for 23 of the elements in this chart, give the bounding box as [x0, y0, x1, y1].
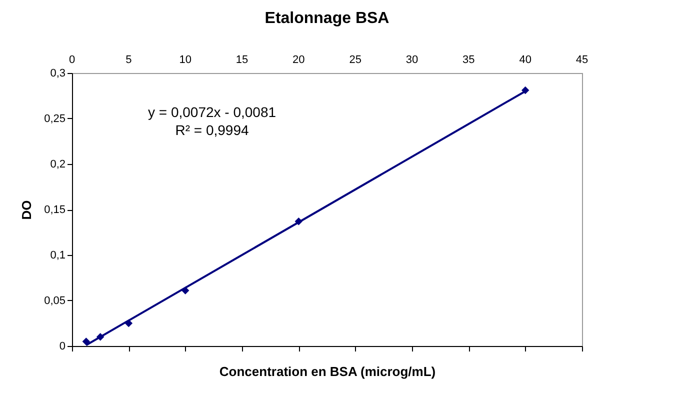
- x-tick-label: 30: [406, 54, 418, 66]
- chart-title: Etalonnage BSA: [264, 10, 390, 27]
- y-tick-label: 0,25: [44, 113, 66, 125]
- x-axis-title: Concentration en BSA (microg/mL): [219, 364, 436, 379]
- y-tick-label: 0,05: [44, 295, 66, 307]
- x-tick-label: 25: [349, 54, 362, 66]
- x-tick-label: 15: [236, 54, 248, 66]
- y-tick-label: 0: [59, 340, 66, 352]
- point: [82, 338, 90, 346]
- x-tick-label: 40: [519, 54, 532, 66]
- y-axis-title: DO: [19, 200, 34, 220]
- y-tick-label: 0,2: [50, 158, 66, 170]
- x-tick-label: 0: [68, 54, 76, 66]
- y-tick-label: 0,1: [50, 250, 66, 262]
- x-tick-label: 20: [292, 54, 305, 66]
- y-tick-label: 0,3: [50, 68, 66, 80]
- annotation: y = 0,0072x - 0,0081: [148, 104, 276, 120]
- x-tick-label: 45: [576, 54, 588, 66]
- y-tick-label: 0,15: [44, 204, 66, 216]
- x-tick-label: 10: [179, 54, 192, 66]
- x-tick-label: 35: [462, 54, 475, 66]
- x-tick-label: 5: [126, 54, 132, 66]
- annotation: R² = 0,9994: [175, 122, 249, 138]
